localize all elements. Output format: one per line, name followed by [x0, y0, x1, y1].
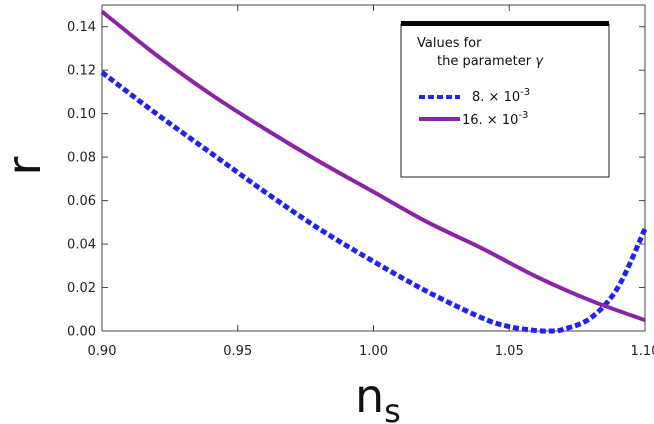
x-axis-title: ns [355, 369, 401, 424]
legend-label-series-1: 8. × 10-3 [472, 87, 530, 105]
legend-label-series-2-exp: -3 [518, 110, 528, 121]
y-tick-label: 0.00 [67, 325, 96, 340]
series-layer [100, 9, 648, 334]
x-axis: 0.90 0.95 1.00 1.05 1.10 [88, 5, 654, 359]
legend-title-line2: the parameter γ [437, 54, 544, 69]
x-tick-label: 1.00 [359, 344, 388, 359]
x-tick-label: 0.90 [88, 344, 117, 359]
series-line-2 [100, 9, 646, 323]
legend-title-text: the parameter [437, 54, 532, 69]
x-tick-label: 1.05 [495, 344, 524, 359]
legend-label-series-1-exp: -3 [520, 87, 530, 98]
legend-title-symbol: γ [535, 54, 544, 69]
legend-label-series-1-main: 8. × [472, 90, 499, 105]
legend-label-series-2-base: 10 [502, 113, 519, 128]
x-axis-title-sub: s [384, 392, 401, 424]
y-tick-label: 0.10 [67, 107, 96, 122]
legend-label-series-2-main: 16. × [462, 113, 498, 128]
y-axis-title: r [0, 156, 51, 175]
legend-title-line1: Values for [417, 36, 482, 51]
x-tick-label: 1.10 [631, 344, 654, 359]
x-tick-label: 0.95 [223, 344, 252, 359]
x-axis-title-main: n [355, 369, 384, 423]
legend-label-series-2: 16. × 10-3 [462, 110, 528, 128]
series-line-1 [100, 70, 648, 334]
y-tick-label: 0.04 [67, 238, 96, 253]
y-tick-label: 0.12 [67, 64, 96, 79]
y-axis: 0.00 0.02 0.04 0.06 0.08 0.10 0.12 0.14 [67, 20, 645, 340]
legend: Values for the parameter γ 8. × 10-3 16.… [400, 21, 610, 178]
legend-label-series-1-base: 10 [504, 90, 521, 105]
y-tick-label: 0.08 [67, 151, 96, 166]
legend-top-bar [401, 21, 609, 26]
y-tick-label: 0.14 [67, 20, 96, 35]
legend-box [400, 23, 610, 178]
y-tick-label: 0.06 [67, 194, 96, 209]
y-tick-label: 0.02 [67, 281, 96, 296]
